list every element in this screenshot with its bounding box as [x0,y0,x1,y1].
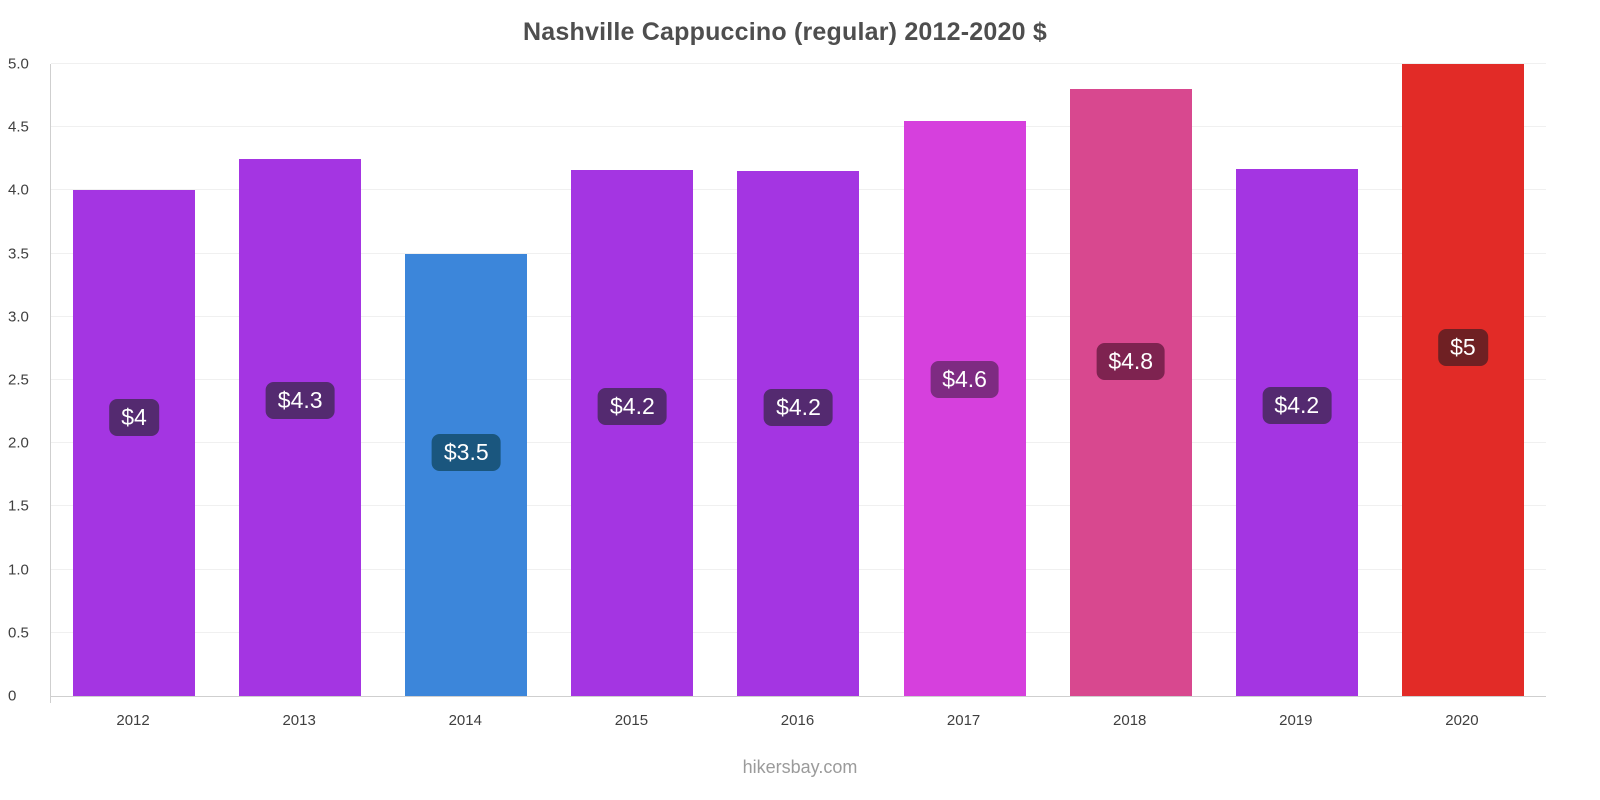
y-axis-tick-label: 3.0 [8,308,29,326]
y-axis-tick-label: 1.5 [8,497,29,515]
gridline [51,126,1546,128]
y-axis-tick-label: 2.0 [8,434,29,452]
bar-2019: $4.2 [1235,168,1358,696]
x-axis-tick-label: 2016 [780,712,815,729]
x-axis-tick-label: 2014 [448,712,482,729]
bar-value-badge: $4.3 [265,381,335,419]
chart-title: Nashville Cappuccino (regular) 2012-2020… [523,18,1047,46]
x-axis-tick-label: 2020 [1445,712,1479,729]
x-axis-tick-label: 2017 [946,712,981,729]
x-axis-labels: 2012 2013 2014 2015 2016 2017 2018 2019 2020 [50,712,1545,736]
bar-2018: $4.8 [1069,89,1192,696]
x-axis-tick-label: 2018 [1113,712,1147,729]
y-axis-tick-label: 0 [8,687,17,705]
bar-value-badge: $5 [1438,329,1488,367]
x-axis-tick-label: 2015 [614,712,649,729]
bar-2012: $4 [73,190,196,696]
bar-2015: $4.2 [571,170,694,696]
plot-area: $4 $4.3 $3.5 $4.2 $4.2 $4.6 $4.8 $4.2 $5 [50,63,1546,703]
bar-2014: $3.5 [405,253,528,696]
y-axis-tick-label: 3.5 [8,245,29,263]
bar-slot: $4 [51,64,217,696]
bar-2016: $4.2 [737,171,860,696]
x-axis-tick-label: 2012 [116,712,150,729]
y-axis-tick-label: 2.5 [8,371,29,389]
y-axis-tick-label: 5.0 [8,55,29,73]
bar-value-badge: $4.8 [1096,343,1166,381]
bar-slot: $5 [1380,64,1546,696]
bar-slot: $4.2 [715,64,881,696]
bar-value-badge: $4.6 [930,360,999,398]
bar-slot: $4.6 [882,64,1048,696]
bar-value-badge: $4.2 [1262,387,1332,425]
y-axis-labels: 0 0.5 1.0 1.5 2.0 2.5 3.0 3.5 4.0 4.5 5.0 [0,56,50,705]
bar-value-badge: $4 [109,399,159,437]
bar-2013: $4.3 [239,158,362,696]
bar-slot: $3.5 [383,64,549,696]
footer-text: hikersbay.com [742,757,858,777]
x-axis-tick-label: 2019 [1279,712,1313,729]
bar-value-badge: $4.2 [597,388,667,426]
bar-2017: $4.6 [903,120,1026,696]
bar-slot: $4.2 [549,64,715,696]
bar-slot: $4.8 [1048,64,1214,696]
y-axis-tick-label: 0.5 [8,624,29,642]
bar-slot: $4.2 [1214,64,1380,696]
bar-value-badge: $4.2 [764,388,833,426]
gridline [51,63,1546,64]
bar-2020: $5 [1401,64,1524,696]
y-axis-tick-label: 4.0 [8,181,29,199]
y-axis-tick-label: 1.0 [8,561,29,579]
x-axis-tick [50,697,51,703]
bar-slot: $4.3 [217,64,383,696]
bar-value-badge: $3.5 [431,434,501,472]
y-axis-tick-label: 4.5 [8,118,29,136]
x-axis-tick-label: 2013 [282,712,316,729]
